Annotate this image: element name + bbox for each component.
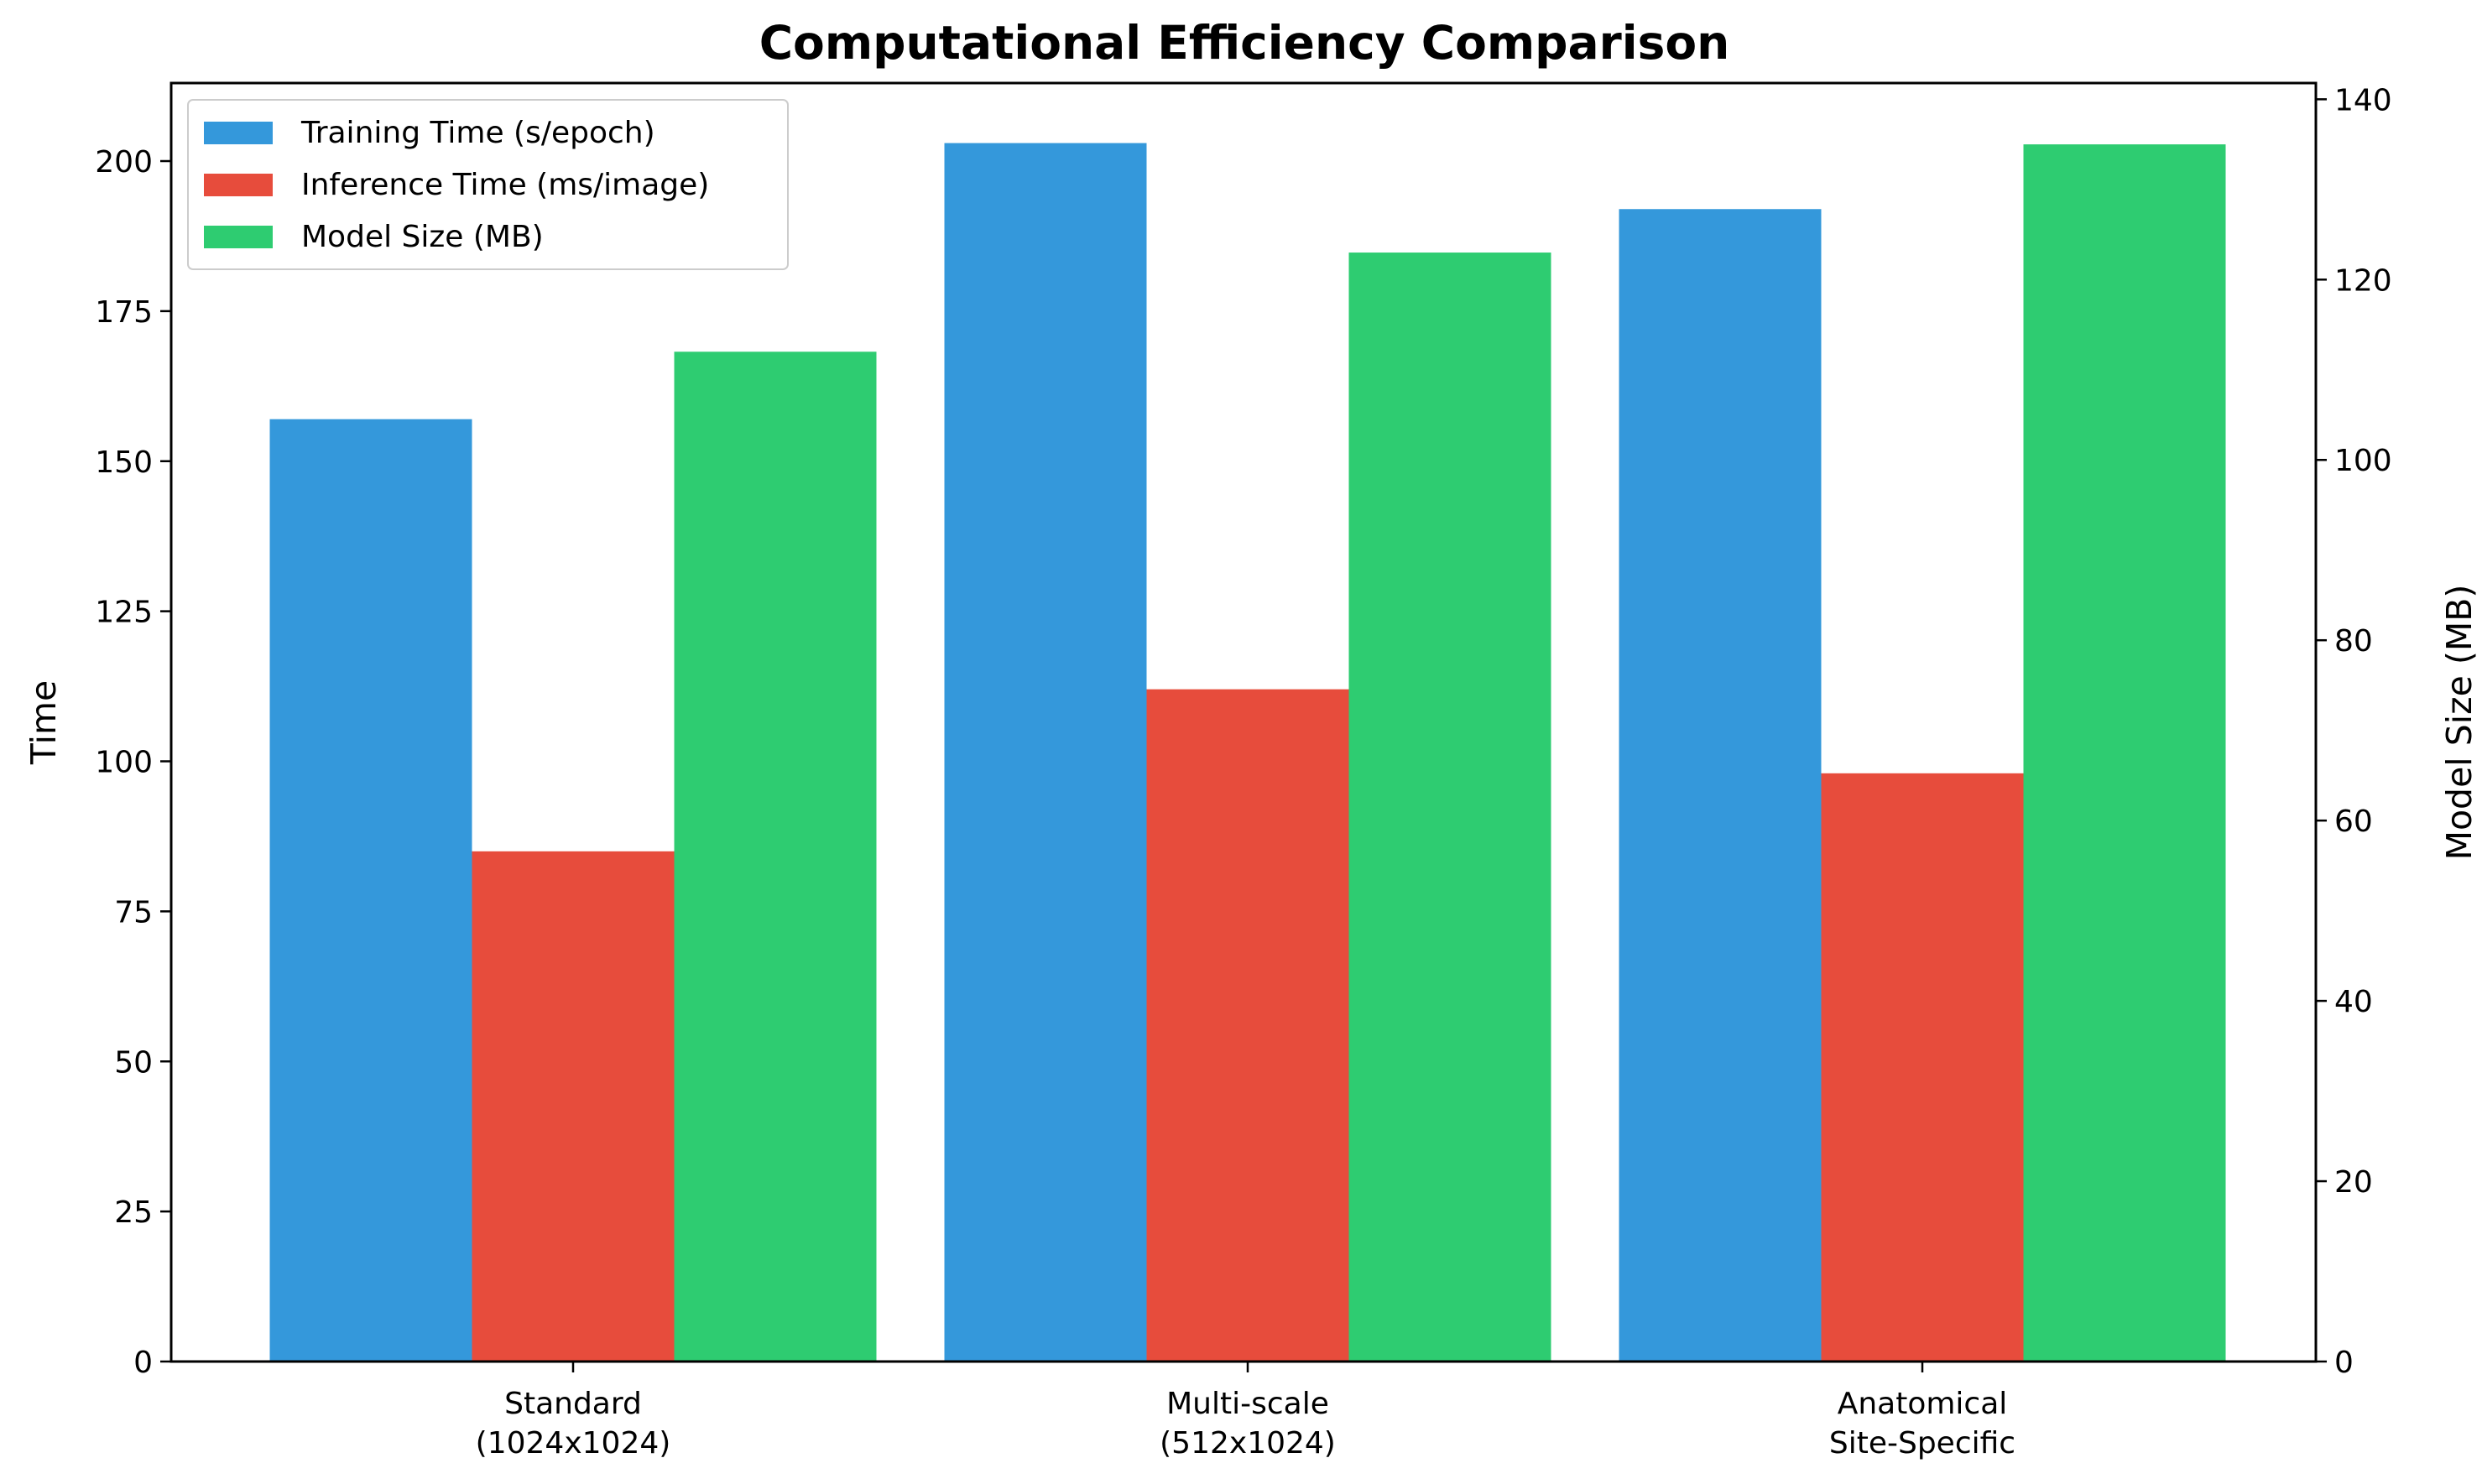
y-axis-label: Time xyxy=(23,680,64,765)
bar-3-1 xyxy=(674,351,877,1362)
right-tick-label: 80 xyxy=(2334,624,2373,659)
plot-frame xyxy=(169,81,2318,1363)
right-tick-label: 40 xyxy=(2334,985,2373,1019)
bar-2-3 xyxy=(1821,773,2024,1362)
right-tick-label: 120 xyxy=(2334,263,2392,298)
x-tick-label: Anatomical Site-Specific xyxy=(1829,1387,2015,1461)
x-tick-label: Standard (1024x1024) xyxy=(476,1387,671,1461)
left-tick-label: 100 xyxy=(95,746,153,780)
bars xyxy=(269,143,2226,1362)
legend-label-3: Model Size (MB) xyxy=(301,220,544,254)
x-axis-ticks: Standard (1024x1024) Multi-scale (512x1024)… xyxy=(476,1362,2015,1461)
bar-2-1 xyxy=(472,851,675,1362)
left-tick-label: 200 xyxy=(95,145,153,180)
bar-1-2 xyxy=(944,143,1147,1362)
legend-box xyxy=(187,99,789,270)
legend-label-1: Training Time (s/epoch) xyxy=(300,116,655,150)
bar-2-2 xyxy=(1146,689,1349,1362)
bar-1-3 xyxy=(1619,209,1822,1362)
left-tick-label: 25 xyxy=(114,1195,153,1230)
legend-swatch-2 xyxy=(204,174,273,196)
right-tick-label: 0 xyxy=(2334,1346,2354,1380)
chart-title: Computational Efficiency Comparison xyxy=(759,16,1730,70)
left-tick-label: 75 xyxy=(114,895,153,929)
left-tick-label: 50 xyxy=(114,1045,153,1080)
right-tick-label: 60 xyxy=(2334,804,2373,839)
right-tick-label: 20 xyxy=(2334,1165,2373,1200)
legend-label-2: Inference Time (ms/image) xyxy=(301,168,709,202)
right-axis-ticks: 0 20 40 60 80 100 120 140 xyxy=(2316,83,2392,1380)
y-axis-right-label: Model Size (MB) xyxy=(2439,585,2479,861)
legend: Training Time (s/epoch) Inference Time (m… xyxy=(187,99,789,270)
left-tick-label: 175 xyxy=(95,295,153,330)
left-axis-ticks: 0 25 50 75 100 125 150 175 200 xyxy=(95,145,171,1380)
left-tick-label: 0 xyxy=(133,1346,153,1380)
bar-1-1 xyxy=(269,419,472,1362)
right-tick-label: 100 xyxy=(2334,444,2392,478)
legend-swatch-1 xyxy=(204,122,273,144)
x-tick-label: Multi-scale (512x1024) xyxy=(1160,1387,1336,1461)
legend-swatch-3 xyxy=(204,226,273,248)
bar-3-3 xyxy=(2023,144,2226,1362)
bar-3-2 xyxy=(1348,253,1551,1362)
right-tick-label: 140 xyxy=(2334,83,2392,117)
left-tick-label: 125 xyxy=(95,596,153,630)
left-tick-label: 150 xyxy=(95,445,153,480)
